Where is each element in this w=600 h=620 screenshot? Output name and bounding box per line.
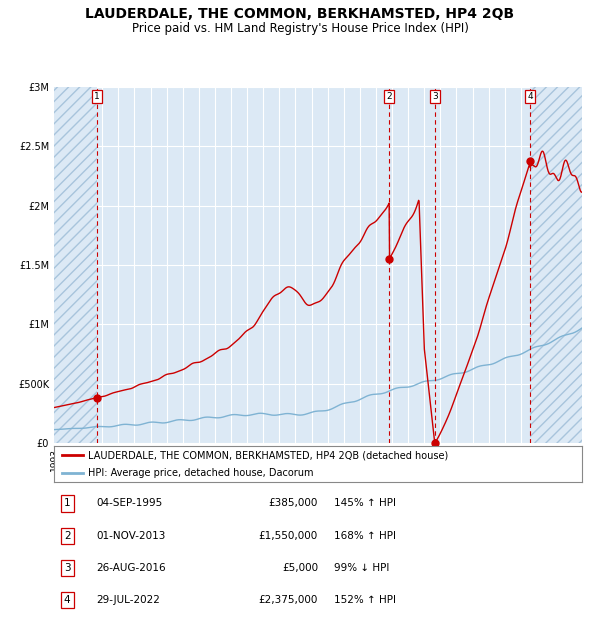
Text: 01-NOV-2013: 01-NOV-2013 <box>96 531 166 541</box>
Text: £1,550,000: £1,550,000 <box>259 531 318 541</box>
Text: 26-AUG-2016: 26-AUG-2016 <box>96 563 166 573</box>
Text: £5,000: £5,000 <box>282 563 318 573</box>
Text: 3: 3 <box>432 92 437 101</box>
Text: 1: 1 <box>64 498 71 508</box>
Text: 4: 4 <box>527 92 533 101</box>
Text: HPI: Average price, detached house, Dacorum: HPI: Average price, detached house, Daco… <box>88 468 314 479</box>
Text: 145% ↑ HPI: 145% ↑ HPI <box>334 498 396 508</box>
Text: 1: 1 <box>94 92 100 101</box>
Text: 2: 2 <box>386 92 392 101</box>
Text: 168% ↑ HPI: 168% ↑ HPI <box>334 531 396 541</box>
Text: Price paid vs. HM Land Registry's House Price Index (HPI): Price paid vs. HM Land Registry's House … <box>131 22 469 35</box>
Text: 4: 4 <box>64 595 71 605</box>
Text: LAUDERDALE, THE COMMON, BERKHAMSTED, HP4 2QB (detached house): LAUDERDALE, THE COMMON, BERKHAMSTED, HP4… <box>88 450 449 461</box>
Text: 2: 2 <box>64 531 71 541</box>
Text: 99% ↓ HPI: 99% ↓ HPI <box>334 563 389 573</box>
Text: £385,000: £385,000 <box>269 498 318 508</box>
Text: 29-JUL-2022: 29-JUL-2022 <box>96 595 160 605</box>
Text: 04-SEP-1995: 04-SEP-1995 <box>96 498 163 508</box>
Text: 152% ↑ HPI: 152% ↑ HPI <box>334 595 396 605</box>
Text: £2,375,000: £2,375,000 <box>259 595 318 605</box>
Text: LAUDERDALE, THE COMMON, BERKHAMSTED, HP4 2QB: LAUDERDALE, THE COMMON, BERKHAMSTED, HP4… <box>85 7 515 22</box>
Text: 3: 3 <box>64 563 71 573</box>
